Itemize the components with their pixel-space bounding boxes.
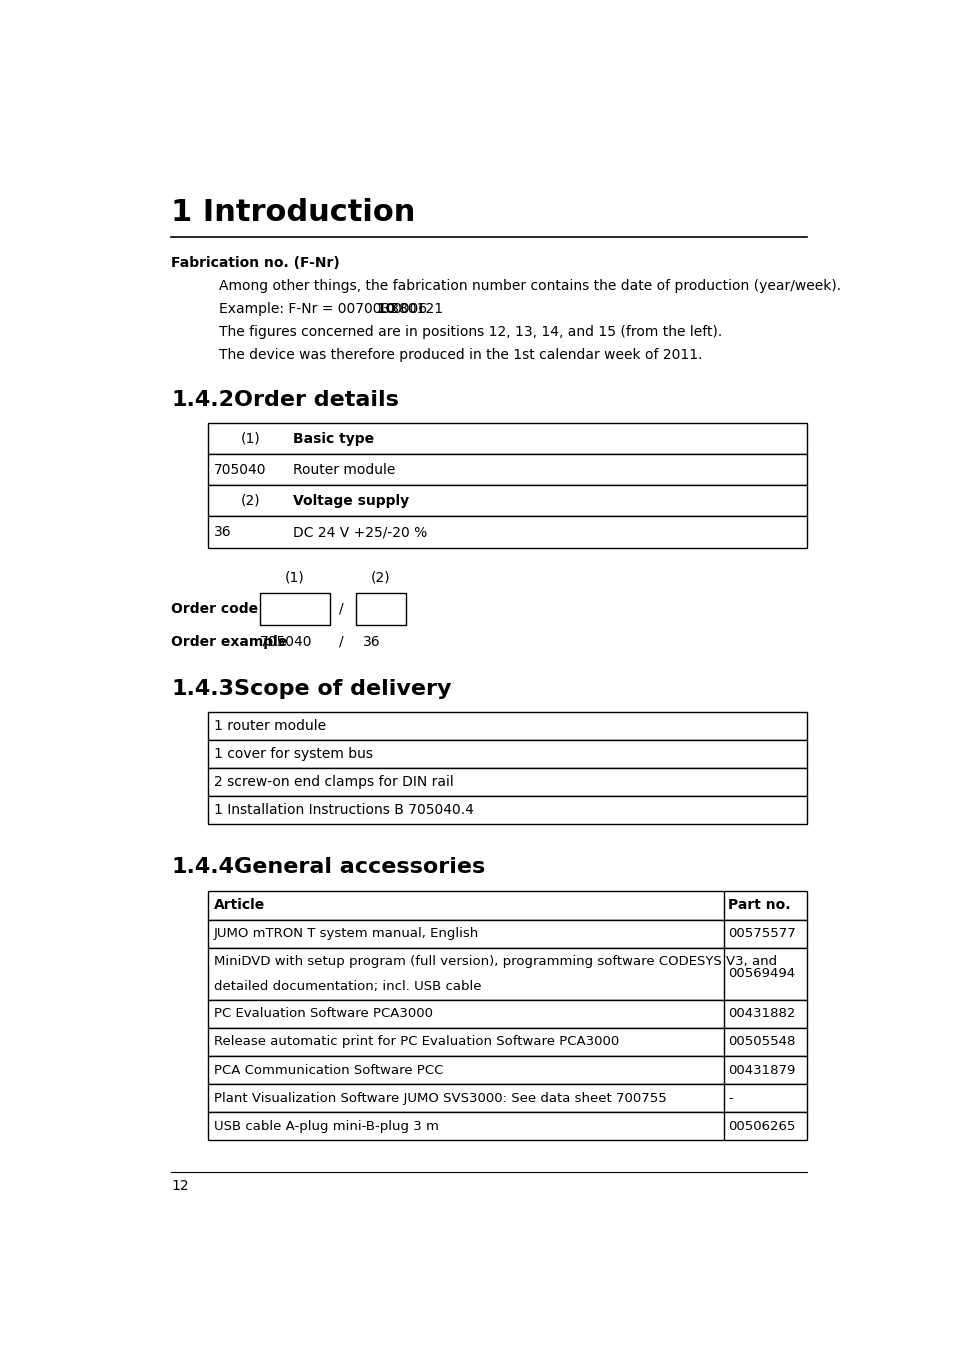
- Text: PCA Communication Software PCC: PCA Communication Software PCC: [213, 1064, 443, 1076]
- Text: Order details: Order details: [233, 390, 398, 409]
- Text: Part no.: Part no.: [728, 898, 790, 913]
- Text: Article: Article: [213, 898, 265, 913]
- Text: 12: 12: [171, 1179, 189, 1192]
- Text: PC Evaluation Software PCA3000: PC Evaluation Software PCA3000: [213, 1007, 433, 1021]
- Text: MiniDVD with setup program (full version), programming software CODESYS V3, and: MiniDVD with setup program (full version…: [213, 956, 776, 968]
- Text: (2): (2): [371, 571, 391, 585]
- Text: DC 24 V +25/-20 %: DC 24 V +25/-20 %: [293, 525, 427, 539]
- Bar: [208, 1112, 806, 1141]
- Text: 00575577: 00575577: [728, 927, 796, 941]
- Bar: [208, 948, 806, 1000]
- Text: 1 Introduction: 1 Introduction: [171, 198, 415, 227]
- Bar: [208, 919, 806, 948]
- Text: USB cable A-plug mini-B-plug 3 m: USB cable A-plug mini-B-plug 3 m: [213, 1119, 438, 1133]
- Text: Basic type: Basic type: [293, 432, 374, 446]
- Text: Order code: Order code: [171, 602, 258, 616]
- Bar: [208, 768, 806, 796]
- Text: 705040: 705040: [259, 634, 312, 649]
- Text: Among other things, the fabrication number contains the date of production (year: Among other things, the fabrication numb…: [219, 279, 841, 293]
- Text: 36: 36: [363, 634, 380, 649]
- Text: Release automatic print for PC Evaluation Software PCA3000: Release automatic print for PC Evaluatio…: [213, 1035, 618, 1049]
- Text: Example: F-Nr = 007003380121: Example: F-Nr = 007003380121: [219, 302, 443, 316]
- Text: 1 Installation Instructions B 705040.4: 1 Installation Instructions B 705040.4: [213, 803, 474, 817]
- Text: Plant Visualization Software JUMO SVS3000: See data sheet 700755: Plant Visualization Software JUMO SVS300…: [213, 1092, 666, 1104]
- Bar: [208, 1056, 806, 1084]
- Text: (2): (2): [241, 494, 260, 508]
- Bar: [208, 454, 806, 485]
- Text: 0006: 0006: [392, 302, 427, 316]
- Text: General accessories: General accessories: [233, 857, 484, 878]
- Bar: [208, 485, 806, 517]
- Text: Fabrication no. (F-Nr): Fabrication no. (F-Nr): [171, 255, 339, 270]
- Bar: [208, 1000, 806, 1027]
- Text: 705040: 705040: [213, 463, 266, 477]
- Bar: [208, 1084, 806, 1112]
- Text: 00506265: 00506265: [728, 1119, 795, 1133]
- Text: (1): (1): [241, 432, 261, 446]
- Bar: [355, 594, 406, 625]
- Bar: [259, 594, 330, 625]
- Text: 1.4.2: 1.4.2: [171, 390, 233, 409]
- Bar: [208, 1027, 806, 1056]
- Text: 00505548: 00505548: [728, 1035, 795, 1049]
- Text: Voltage supply: Voltage supply: [293, 494, 409, 508]
- Text: The figures concerned are in positions 12, 13, 14, and 15 (from the left).: The figures concerned are in positions 1…: [219, 325, 721, 339]
- Text: detailed documentation; incl. USB cable: detailed documentation; incl. USB cable: [213, 980, 481, 994]
- Text: 00569494: 00569494: [728, 968, 795, 980]
- Text: 36: 36: [213, 525, 232, 539]
- Bar: [208, 711, 806, 740]
- Text: 10: 10: [376, 302, 395, 316]
- Text: 1.4.3: 1.4.3: [171, 679, 233, 699]
- Text: /: /: [338, 602, 343, 616]
- Bar: [208, 740, 806, 768]
- Text: Order example: Order example: [171, 634, 287, 649]
- Text: (1): (1): [285, 571, 304, 585]
- Text: 1.4.4: 1.4.4: [171, 857, 233, 878]
- Text: -: -: [728, 1092, 733, 1104]
- Text: 00431882: 00431882: [728, 1007, 795, 1021]
- Bar: [208, 517, 806, 548]
- Text: The device was therefore produced in the 1st calendar week of 2011.: The device was therefore produced in the…: [219, 348, 701, 362]
- Text: Router module: Router module: [293, 463, 395, 477]
- Bar: [208, 891, 806, 919]
- Text: JUMO mTRON T system manual, English: JUMO mTRON T system manual, English: [213, 927, 478, 941]
- Text: 00431879: 00431879: [728, 1064, 795, 1076]
- Text: 2 screw-on end clamps for DIN rail: 2 screw-on end clamps for DIN rail: [213, 775, 454, 788]
- Text: 1 cover for system bus: 1 cover for system bus: [213, 747, 373, 761]
- Text: 1 router module: 1 router module: [213, 720, 326, 733]
- Bar: [208, 796, 806, 824]
- Bar: [208, 423, 806, 454]
- Text: Scope of delivery: Scope of delivery: [233, 679, 451, 699]
- Text: /: /: [338, 634, 343, 649]
